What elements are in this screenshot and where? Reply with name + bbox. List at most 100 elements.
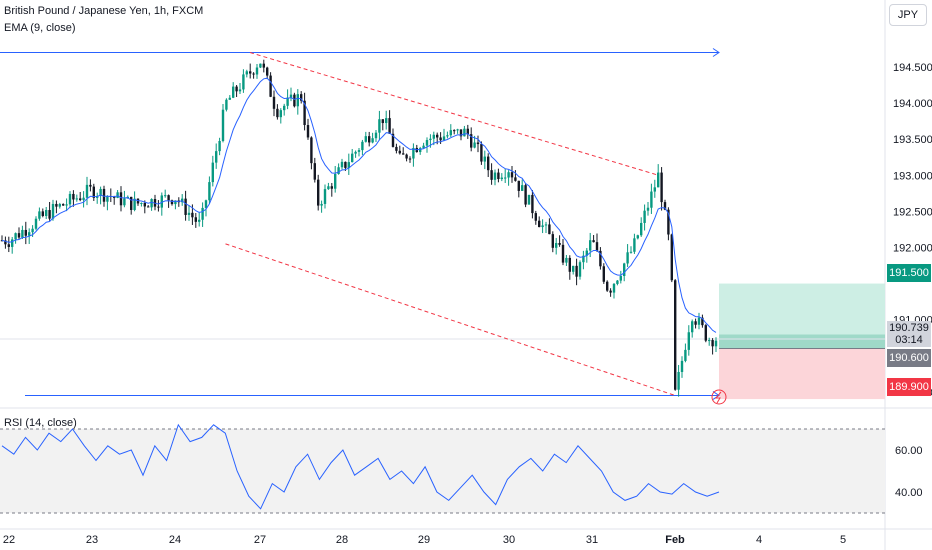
time-tick-label: 31: [586, 534, 598, 546]
support-level-line-arrow: [712, 391, 720, 400]
candle-body: [701, 317, 704, 326]
candle-body: [612, 283, 616, 293]
candle-body: [249, 71, 252, 74]
candle-body: [524, 185, 527, 205]
candle-body: [663, 202, 667, 210]
candle-body: [58, 204, 61, 207]
currency-selector[interactable]: JPY: [889, 4, 927, 26]
candle-body: [640, 222, 643, 236]
candle-body: [351, 153, 354, 163]
candle-body: [582, 255, 585, 263]
candle-body: [493, 172, 497, 180]
loss-zone: [719, 348, 885, 400]
candle-body: [187, 212, 191, 215]
candle-body: [616, 280, 619, 284]
candle-body: [266, 67, 269, 76]
candle-body: [456, 129, 459, 131]
candle-body: [225, 99, 228, 110]
candle-body: [623, 263, 626, 276]
candle-body: [684, 349, 687, 361]
price-tick-label: 192.500: [893, 206, 932, 218]
candle-body: [62, 204, 65, 206]
candle-body: [694, 321, 697, 325]
countdown-timer: 03:14: [895, 334, 923, 346]
candle-body: [527, 194, 531, 205]
candle-body: [262, 63, 265, 68]
candle-body: [521, 185, 524, 191]
candle-body: [609, 290, 612, 293]
candle-body: [650, 191, 653, 208]
candle-body: [531, 194, 534, 214]
candle-body: [398, 150, 401, 154]
candle-body: [629, 251, 633, 253]
candle-body: [14, 233, 17, 240]
candle-body: [204, 200, 208, 208]
ema-indicator-label[interactable]: EMA (9, close): [4, 22, 76, 34]
candle-body: [412, 147, 415, 159]
time-tick-label: 27: [254, 534, 266, 546]
candle-body: [211, 162, 214, 183]
candle-body: [446, 135, 449, 137]
candle-body: [228, 97, 231, 100]
candle-body: [422, 145, 425, 149]
take-profit-badge: 191.500: [887, 264, 931, 282]
candle-body: [147, 206, 150, 208]
candle-body: [150, 199, 153, 208]
candle-body: [65, 204, 68, 206]
candle-body: [269, 75, 272, 97]
candle-body: [89, 184, 92, 187]
candle-body: [272, 96, 276, 109]
candle-body: [143, 202, 146, 207]
candle-body: [317, 179, 320, 206]
candle-body: [194, 217, 197, 222]
candle-body: [439, 137, 442, 141]
candle-body: [85, 184, 89, 198]
price-tick-label: 194.500: [893, 62, 932, 74]
rsi-band-fill: [0, 429, 885, 513]
candle-body: [218, 140, 221, 152]
price-tick-label: 194.000: [893, 98, 932, 110]
candle-body: [466, 128, 469, 135]
candle-body: [429, 138, 432, 141]
rsi-indicator-label[interactable]: RSI (14, close): [4, 417, 77, 429]
candle-body: [449, 130, 452, 136]
candle-body: [368, 136, 371, 143]
candle-body: [7, 244, 10, 247]
candle-body: [544, 224, 548, 226]
candle-body: [99, 188, 102, 197]
candle-body: [599, 250, 602, 267]
candle-body: [123, 198, 126, 206]
candle-body: [116, 192, 119, 198]
candle-body: [419, 148, 422, 153]
candle-body: [92, 186, 95, 198]
candle-body: [497, 172, 500, 180]
candle-body: [507, 172, 510, 178]
candle-body: [476, 142, 480, 145]
candle-body: [24, 229, 27, 236]
candle-body: [286, 97, 289, 106]
candle-body: [303, 100, 306, 126]
candle-body: [487, 156, 490, 171]
candle-body: [201, 207, 204, 220]
price-tick-label: 193.500: [893, 134, 932, 146]
candle-body: [558, 243, 561, 245]
candle-body: [174, 200, 177, 205]
candle-body: [255, 67, 259, 75]
candle-body: [208, 182, 211, 201]
candle-body: [425, 140, 429, 146]
candle-body: [337, 167, 340, 174]
candle-body: [585, 250, 588, 256]
candle-body: [385, 118, 388, 124]
time-tick-label: 30: [503, 534, 515, 546]
candle-body: [327, 186, 330, 190]
candle-body: [55, 203, 58, 207]
candle-body: [323, 189, 327, 204]
candle-body: [215, 151, 218, 163]
alert-bolt-icon: [714, 391, 722, 404]
candle-body: [340, 161, 344, 168]
candle-body: [364, 136, 367, 142]
candle-body: [687, 332, 690, 350]
candle-body: [483, 156, 486, 162]
candle-body: [300, 94, 303, 101]
